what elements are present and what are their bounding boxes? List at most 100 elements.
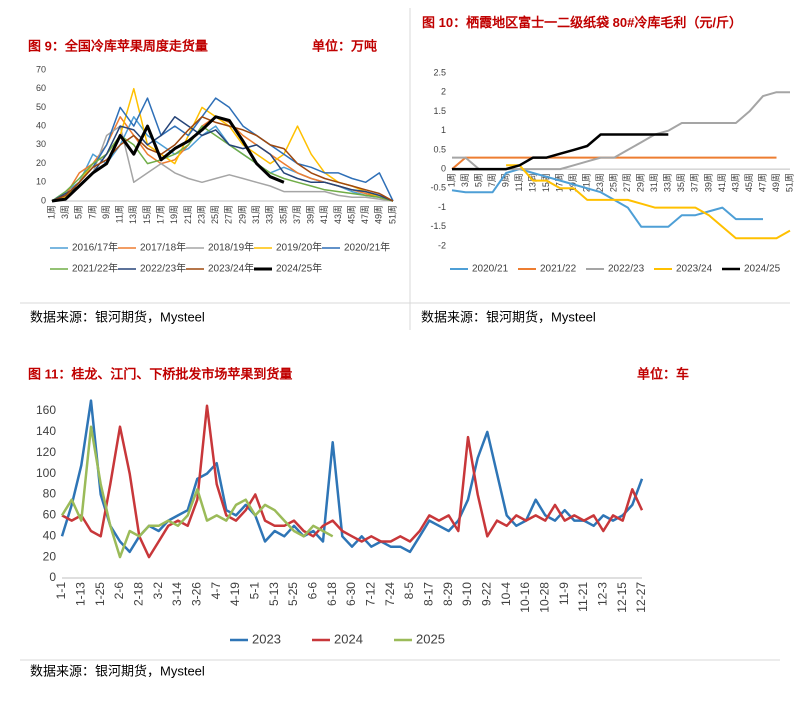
y-tick-label: 70 (36, 64, 46, 74)
x-tick-label: 1-25 (93, 582, 107, 606)
x-tick-label: 25周 (210, 205, 220, 224)
x-tick-label: 35周 (676, 173, 686, 192)
y-tick-label: 100 (36, 466, 56, 480)
series-line (452, 133, 669, 171)
x-tick-label: 27周 (622, 173, 632, 192)
legend-label: 2022/23年 (140, 262, 186, 275)
x-tick-label: 45周 (744, 173, 754, 192)
x-tick-label: 29周 (237, 205, 247, 224)
x-tick-label: 33周 (663, 173, 673, 192)
legend-label: 2021/22 (540, 264, 577, 275)
x-tick-label: 43周 (333, 205, 343, 224)
legend-label: 2024 (334, 631, 363, 646)
legend-label: 2023/24 (676, 264, 713, 275)
x-tick-label: 43周 (730, 173, 740, 192)
legend-label: 2019/20年 (276, 241, 322, 254)
source: 数据来源：银河期货，Mysteel (30, 663, 205, 678)
x-tick-label: 39周 (306, 205, 316, 224)
x-tick-label: 3-2 (151, 582, 165, 600)
x-tick-label: 12-15 (615, 582, 629, 613)
series-line (506, 164, 791, 240)
series-line (60, 425, 334, 559)
x-tick-label: 47周 (360, 205, 370, 224)
x-tick-label: 33周 (265, 205, 275, 224)
x-tick-label: 8-29 (441, 582, 455, 606)
x-tick-label: 10-4 (499, 582, 513, 606)
x-tick-label: 15周 (142, 205, 152, 224)
x-tick-label: 23周 (196, 205, 206, 224)
legend-label: 2016/17年 (72, 241, 118, 254)
x-tick-label: 29周 (636, 173, 646, 192)
series-line (51, 116, 394, 202)
y-tick-label: 160 (36, 403, 56, 417)
x-tick-label: 6-6 (306, 582, 320, 600)
x-tick-label: 7周 (487, 173, 497, 187)
y-tick-label: 1.5 (433, 106, 446, 116)
y-tick-label: -1.5 (430, 221, 446, 231)
legend-label: 2018/19年 (208, 241, 254, 254)
x-tick-label: 35周 (278, 205, 288, 224)
y-tick-label: 2.5 (433, 67, 446, 77)
x-tick-label: 23周 (595, 173, 605, 192)
y-tick-label: 0 (441, 163, 446, 173)
x-tick-label: 10-16 (518, 582, 532, 613)
x-tick-label: 9周 (101, 205, 111, 219)
x-tick-label: 3周 (60, 205, 70, 219)
x-tick-label: 51周 (387, 205, 397, 224)
legend-label: 2020/21年 (344, 241, 390, 254)
chart-title: 图 11：桂龙、江门、下桥批发市场苹果到货量 (28, 366, 292, 381)
legend-label: 2017/18年 (140, 241, 186, 254)
x-tick-label: 31周 (649, 173, 659, 192)
x-tick-label: 5-25 (286, 582, 300, 606)
y-tick-label: -0.5 (430, 183, 446, 193)
series-line (51, 97, 394, 202)
y-tick-label: 30 (36, 139, 46, 149)
y-tick-label: 80 (43, 487, 57, 501)
x-tick-label: 1周 (46, 205, 56, 219)
source: 数据来源：银河期货，Mysteel (421, 309, 596, 324)
x-tick-label: 49周 (374, 205, 384, 224)
legend-label: 2022/23 (608, 264, 645, 275)
y-tick-label: 2 (441, 87, 446, 97)
x-tick-label: 17周 (555, 173, 565, 192)
x-tick-label: 37周 (292, 205, 302, 224)
legend-label: 2021/22年 (72, 262, 118, 275)
x-tick-label: 31周 (251, 205, 261, 224)
x-tick-label: 47周 (757, 173, 767, 192)
x-tick-label: 2-6 (112, 582, 126, 600)
legend-label: 2024/25年 (276, 262, 322, 275)
y-tick-label: 140 (36, 424, 56, 438)
y-tick-label: 40 (43, 528, 57, 542)
x-tick-label: 8-17 (422, 582, 436, 606)
x-tick-label: 41周 (717, 173, 727, 192)
source: 数据来源：银河期货，Mysteel (30, 309, 205, 324)
x-tick-label: 10-28 (538, 582, 552, 613)
x-tick-label: 1周 (446, 173, 456, 187)
y-tick-label: 0 (49, 570, 56, 584)
x-tick-label: 3-26 (190, 582, 204, 606)
y-tick-label: -2 (438, 240, 446, 250)
y-tick-label: 40 (36, 121, 46, 131)
x-tick-label: 11-9 (557, 582, 571, 605)
x-tick-label: 19周 (568, 173, 578, 192)
series-line (60, 399, 644, 554)
x-tick-label: 39周 (703, 173, 713, 192)
x-tick-label: 4-7 (209, 582, 223, 600)
x-tick-label: 5-1 (248, 582, 262, 600)
y-tick-label: -1 (438, 202, 446, 212)
unit-label: 单位：万吨 (312, 38, 377, 53)
x-tick-label: 2-18 (132, 582, 146, 606)
x-tick-label: 13周 (527, 173, 537, 192)
x-tick-label: 41周 (319, 205, 329, 224)
x-tick-label: 17周 (155, 205, 165, 224)
y-tick-label: 0 (41, 195, 46, 205)
y-tick-label: 1 (441, 125, 446, 135)
chart-title: 图 10：栖霞地区富士一二级纸袋 80#冷库毛利（元/斤） (422, 15, 742, 30)
x-tick-label: 13周 (128, 205, 138, 224)
x-tick-label: 7-12 (364, 582, 378, 606)
series-line (451, 156, 777, 170)
x-tick-label: 27周 (224, 205, 234, 224)
x-tick-label: 7-24 (383, 582, 397, 606)
